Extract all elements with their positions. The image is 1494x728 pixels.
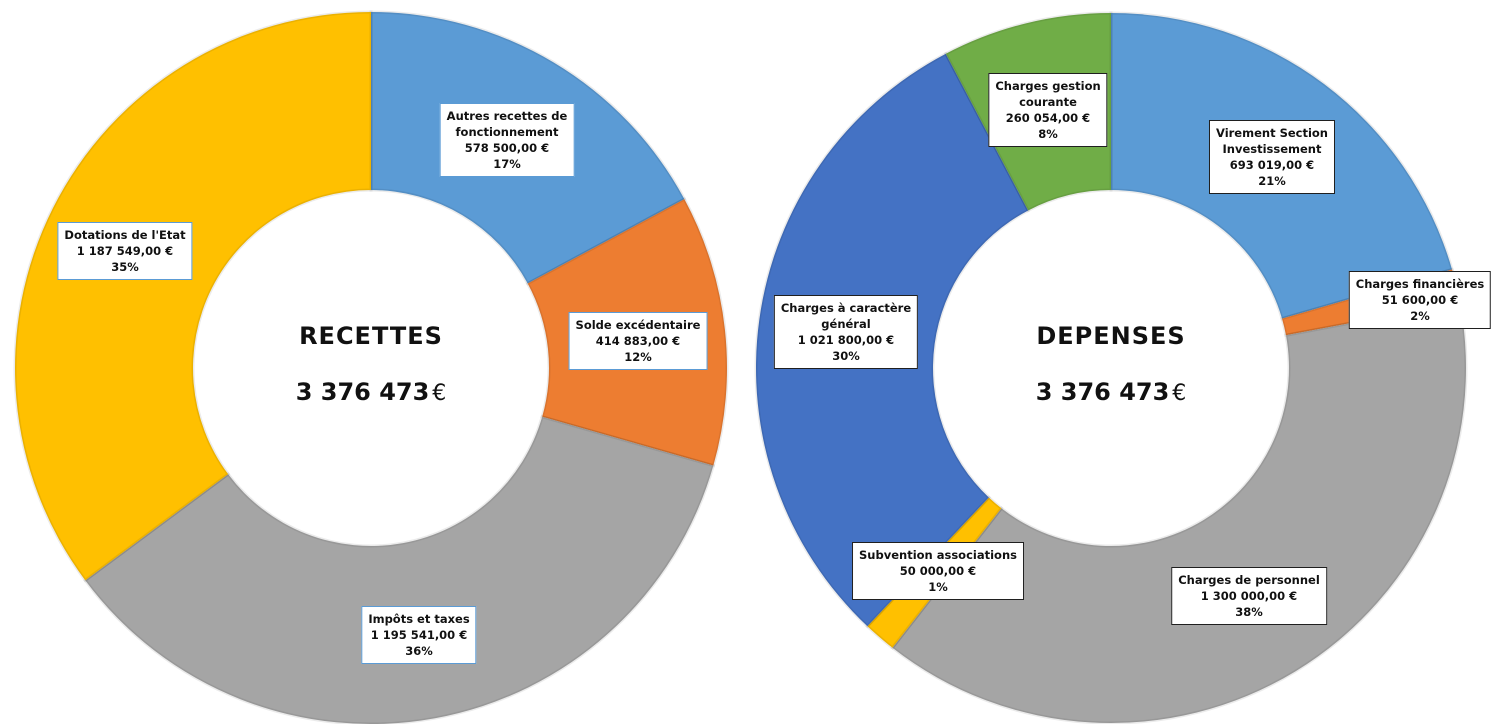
- slice-label-name: Investissement: [1222, 142, 1322, 156]
- slice-label: Virement Section Investissement 693 019,00…: [1208, 120, 1336, 194]
- slice-label-name: Virement Section: [1215, 126, 1329, 140]
- slice-label-percent: 8%: [1038, 127, 1058, 141]
- slice-label-amount: 1 300 000,00 €: [1200, 589, 1298, 603]
- donut-slice-edge: [83, 414, 716, 726]
- slice-label-name: courante: [1019, 95, 1077, 109]
- slice-label-percent: 30%: [832, 349, 860, 363]
- slice-label-percent: 1%: [928, 580, 948, 594]
- donut-center-total-value: 3 376 473: [295, 378, 430, 406]
- donut-center-total-value: 3 376 473: [1035, 378, 1170, 406]
- slice-label-percent: 35%: [111, 260, 139, 274]
- slice-label-name: Dotations de l'Etat: [64, 228, 186, 242]
- slice-label-amount: 578 500,00 €: [464, 141, 550, 155]
- slice-label-name: Solde excédentaire: [575, 318, 701, 332]
- slice-label-name: Charges de personnel: [1178, 573, 1320, 587]
- donut-center-total: 3 376 473 €: [296, 378, 447, 406]
- slice-label-name: Charges financières: [1355, 277, 1485, 291]
- slice-label: Solde excédentaire 414 883,00 € 12%: [568, 312, 708, 370]
- donut-center-title: RECETTES: [299, 322, 443, 350]
- slice-label-name: général: [821, 317, 871, 331]
- slice-label-amount: 51 600,00 €: [1381, 293, 1459, 307]
- slice-label: Charges gestion courante 260 054,00 € 8%: [988, 73, 1108, 147]
- slice-label-name: Charges gestion: [995, 79, 1101, 93]
- slice-label-percent: 21%: [1258, 174, 1286, 188]
- donut-slice-edge: [13, 10, 373, 583]
- donut-slice-edge: [943, 11, 1113, 213]
- slice-label-name: Charges à caractère: [780, 301, 912, 315]
- slice-label-amount: 693 019,00 €: [1229, 158, 1315, 172]
- slice-label: Subvention associations 50 000,00 € 1%: [852, 542, 1024, 600]
- slice-label-percent: 17%: [493, 157, 521, 171]
- donut-slice-imp-ts-et-taxes: [85, 416, 714, 724]
- slice-label-amount: 50 000,00 €: [899, 564, 977, 578]
- slice-label: Charges à caractère général 1 021 800,00 €…: [773, 295, 919, 369]
- slice-label-percent: 12%: [624, 350, 652, 364]
- donut-slice-edge: [865, 495, 1004, 650]
- slice-label-name: Impôts et taxes: [368, 612, 470, 626]
- slice-label: Autres recettes de fonctionnement 578 500,…: [439, 103, 575, 177]
- donut-center-title: DEPENSES: [1036, 322, 1186, 350]
- donut-slice-edge: [754, 51, 1031, 629]
- slice-label-name: Autres recettes de: [446, 109, 568, 123]
- slice-label-name: fonctionnement: [455, 125, 559, 139]
- slice-label-percent: 36%: [405, 644, 433, 658]
- donut-slice-edge: [525, 197, 729, 468]
- slice-label: Impôts et taxes 1 195 541,00 € 36%: [361, 606, 477, 664]
- slice-label: Dotations de l'Etat 1 187 549,00 € 35%: [57, 222, 193, 280]
- slice-label-amount: 414 883,00 €: [595, 334, 681, 348]
- slice-label: Charges financières 51 600,00 € 2%: [1348, 271, 1492, 329]
- slice-label-amount: 1 187 549,00 €: [76, 244, 174, 258]
- slice-label-amount: 1 021 800,00 €: [797, 333, 895, 347]
- slice-label: Charges de personnel 1 300 000,00 € 38%: [1171, 567, 1327, 625]
- donut-center-currency: €: [432, 381, 447, 406]
- slice-label-name: Subvention associations: [859, 548, 1017, 562]
- donut-center-currency: €: [1172, 381, 1187, 406]
- donut-center-total: 3 376 473 €: [1036, 378, 1187, 406]
- slice-label-amount: 1 195 541,00 €: [370, 628, 468, 642]
- donut-slice-edge: [369, 10, 687, 286]
- donut-slice-dotations-de-l-etat: [15, 12, 371, 581]
- slice-label-percent: 38%: [1235, 605, 1263, 619]
- donut-slice-edge: [890, 300, 1468, 725]
- slice-label-percent: 2%: [1410, 309, 1430, 323]
- donut-slice-edge: [1109, 11, 1454, 321]
- slice-label-amount: 260 054,00 €: [1005, 111, 1091, 125]
